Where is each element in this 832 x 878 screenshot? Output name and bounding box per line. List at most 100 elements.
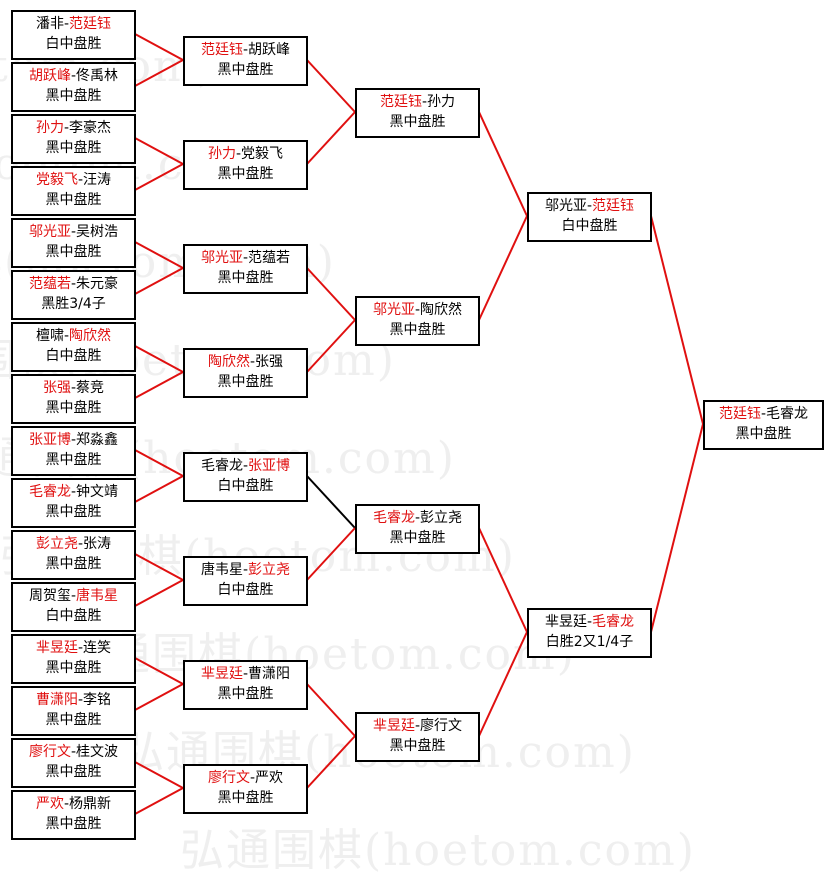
player-name: 唐韦星 xyxy=(200,562,243,578)
bracket-connector xyxy=(134,371,184,399)
match-box: 邬光亚-吴树浩黑中盘胜 xyxy=(11,218,136,268)
match-box: 檀啸-陶欣然 白中盘胜 xyxy=(11,322,136,372)
separator: - xyxy=(77,172,84,188)
player-name: 毛睿龙 xyxy=(200,458,243,474)
bracket-connector xyxy=(478,631,528,737)
separator: - xyxy=(77,640,84,656)
separator: - xyxy=(421,94,428,110)
match-players: 周贺玺-唐韦星 xyxy=(13,586,134,606)
separator: - xyxy=(63,796,70,812)
match-box: 范廷钰-孙力 黑中盘胜 xyxy=(355,88,480,138)
match-result: 白中盘胜 xyxy=(45,348,102,364)
player-name-winner: 范廷钰 xyxy=(200,42,243,58)
match-box: 胡跃峰-佟禹林 黑中盘胜 xyxy=(11,62,136,112)
match-box: 芈昱廷-廖行文 黑中盘胜 xyxy=(355,712,480,762)
match-result: 黑中盘胜 xyxy=(217,374,274,390)
match-players: 党毅飞-汪涛 xyxy=(13,170,134,190)
separator: - xyxy=(235,146,242,162)
match-players: 邬光亚-吴树浩 xyxy=(13,222,134,242)
player-name-winner: 范廷钰 xyxy=(592,198,635,214)
player-name-winner: 陶欣然 xyxy=(69,328,112,344)
match-box: 邬光亚-范廷钰 白中盘胜 xyxy=(527,192,652,242)
bracket-connector xyxy=(134,449,184,477)
match-players: 毛睿龙-张亚博 xyxy=(185,456,306,476)
bracket-lines xyxy=(134,33,704,815)
match-players: 芈昱廷-廖行文 xyxy=(357,716,478,736)
match-result: 黑中盘胜 xyxy=(45,244,102,260)
match-box: 毛睿龙-彭立尧 黑中盘胜 xyxy=(355,504,480,554)
separator: - xyxy=(70,276,77,292)
player-name: 佟禹林 xyxy=(76,68,119,84)
player-name-winner: 孙力 xyxy=(207,146,236,162)
match-players: 毛睿龙-彭立尧 xyxy=(357,508,478,528)
separator: - xyxy=(77,692,84,708)
bracket-connector xyxy=(134,683,184,711)
player-name: 檀啸 xyxy=(35,328,64,344)
player-name: 李铭 xyxy=(83,692,112,708)
bracket-connector xyxy=(134,787,184,815)
player-name-winner: 陶欣然 xyxy=(207,354,250,370)
match-box: 孙力-党毅飞 黑中盘胜 xyxy=(183,140,308,190)
player-name: 朱元豪 xyxy=(76,276,119,292)
match-result: 黑中盘胜 xyxy=(735,426,792,442)
separator: - xyxy=(63,120,70,136)
match-box: 周贺玺-唐韦星 白中盘胜 xyxy=(11,582,136,632)
match-result: 黑中盘胜 xyxy=(217,686,274,702)
player-name-winner: 党毅飞 xyxy=(35,172,78,188)
player-name-winner: 范廷钰 xyxy=(379,94,422,110)
player-name: 张强 xyxy=(255,354,284,370)
separator: - xyxy=(242,562,249,578)
player-name: 蔡竞 xyxy=(76,380,105,396)
match-result: 黑中盘胜 xyxy=(45,556,102,572)
match-result: 黑中盘胜 xyxy=(45,712,102,728)
match-box: 廖行文-桂文波 黑中盘胜 xyxy=(11,738,136,788)
player-name-winner: 毛睿龙 xyxy=(28,484,71,500)
match-players: 毛睿龙-钟文靖 xyxy=(13,482,134,502)
player-name: 范蕴若 xyxy=(248,250,291,266)
match-players: 陶欣然-张强 xyxy=(185,352,306,372)
match-players: 彭立尧-张涛 xyxy=(13,534,134,554)
match-result: 黑中盘胜 xyxy=(45,140,102,156)
bracket-connector xyxy=(306,319,356,373)
bracket-connector xyxy=(650,423,704,633)
match-box: 孙力-李豪杰 黑中盘胜 xyxy=(11,114,136,164)
player-name-winner: 邬光亚 xyxy=(372,302,415,318)
match-result: 白中盘胜 xyxy=(217,478,274,494)
match-players: 曹潇阳-李铭 xyxy=(13,690,134,710)
player-name: 钟文靖 xyxy=(76,484,119,500)
player-name-winner: 廖行文 xyxy=(207,770,250,786)
player-name: 孙力 xyxy=(427,94,456,110)
separator: - xyxy=(414,302,421,318)
match-box: 曹潇阳-李铭黑中盘胜 xyxy=(11,686,136,736)
match-result: 黑中盘胜 xyxy=(389,322,446,338)
match-players: 邬光亚-陶欣然 xyxy=(357,300,478,320)
player-name: 严欢 xyxy=(255,770,284,786)
match-players: 唐韦星-彭立尧 xyxy=(185,560,306,580)
match-players: 范廷钰-胡跃峰 xyxy=(185,40,306,60)
match-result: 黑中盘胜 xyxy=(45,764,102,780)
bracket-connector xyxy=(134,267,184,295)
match-box: 毛睿龙-张亚博白中盘胜 xyxy=(183,452,308,502)
player-name-winner: 范廷钰 xyxy=(69,16,112,32)
player-name-winner: 毛睿龙 xyxy=(372,510,415,526)
match-players: 范廷钰-孙力 xyxy=(357,92,478,112)
match-box: 范蕴若-朱元豪 黑胜3/4子 xyxy=(11,270,136,320)
bracket-connector xyxy=(134,163,184,191)
match-box: 邬光亚-陶欣然黑中盘胜 xyxy=(355,296,480,346)
player-name: 汪涛 xyxy=(83,172,112,188)
player-name-winner: 唐韦星 xyxy=(76,588,119,604)
match-box: 潘非-范廷钰 白中盘胜 xyxy=(11,10,136,60)
bracket-connector xyxy=(134,475,184,503)
match-players: 芈昱廷-连笑 xyxy=(13,638,134,658)
separator: - xyxy=(242,666,249,682)
player-name: 曹潇阳 xyxy=(248,666,291,682)
match-players: 张强-蔡竞 xyxy=(13,378,134,398)
match-result: 白胜2又1/4子 xyxy=(545,634,634,650)
player-name-winner: 曹潇阳 xyxy=(35,692,78,708)
player-name: 陶欣然 xyxy=(420,302,463,318)
bracket-connector xyxy=(134,345,184,373)
match-box: 芈昱廷-曹潇阳 黑中盘胜 xyxy=(183,660,308,710)
separator: - xyxy=(242,250,249,266)
player-name-winner: 范廷钰 xyxy=(718,406,761,422)
player-name-winner: 胡跃峰 xyxy=(28,68,71,84)
